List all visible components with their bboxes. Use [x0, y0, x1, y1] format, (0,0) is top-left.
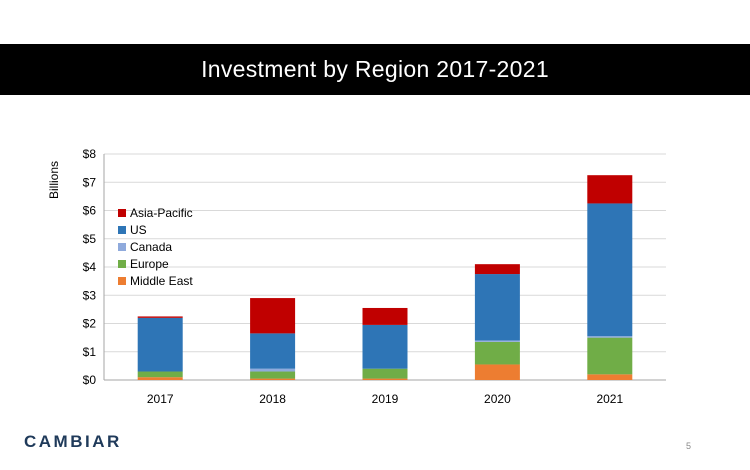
- y-tick-label: $1: [83, 345, 97, 359]
- bar-segment: [587, 337, 633, 375]
- bar-segment: [362, 368, 408, 379]
- x-tick-label: 2019: [372, 392, 399, 406]
- y-tick-label: $4: [83, 260, 97, 274]
- bar-segment: [474, 264, 520, 275]
- bar-segment: [587, 175, 633, 204]
- title-bar: Investment by Region 2017-2021: [0, 44, 750, 95]
- legend-label: Middle East: [130, 274, 193, 288]
- legend-swatch: [118, 243, 126, 251]
- y-tick-label: $2: [83, 317, 97, 331]
- bar-segment: [362, 307, 408, 325]
- y-tick-label: $0: [83, 373, 97, 387]
- company-logo: CAMBIAR: [24, 432, 122, 451]
- x-tick-label: 2018: [259, 392, 286, 406]
- bar-segment: [587, 374, 633, 380]
- y-tick-label: $6: [83, 204, 97, 218]
- y-tick-label: $7: [83, 175, 97, 189]
- bar-segment: [250, 368, 296, 372]
- bar-segment: [250, 371, 296, 379]
- bar-segment: [474, 340, 520, 342]
- legend-label: Canada: [130, 240, 172, 254]
- legend-swatch: [118, 260, 126, 268]
- bar-segment: [137, 377, 183, 380]
- legend-label: Asia-Pacific: [130, 206, 193, 220]
- y-tick-label: $8: [83, 147, 97, 161]
- x-tick-label: 2017: [147, 392, 174, 406]
- bar-segment: [362, 324, 408, 369]
- bar-segment: [137, 371, 183, 378]
- x-tick-label: 2020: [484, 392, 511, 406]
- bar-segment: [137, 316, 183, 318]
- bar-segment: [474, 364, 520, 380]
- bar-segment: [474, 341, 520, 365]
- bar-segment: [250, 298, 296, 334]
- slide-title: Investment by Region 2017-2021: [201, 56, 549, 82]
- bar-segment: [250, 333, 296, 369]
- bar-segment: [587, 203, 633, 337]
- x-tick-label: 2021: [596, 392, 623, 406]
- bar-segment: [362, 378, 408, 380]
- y-tick-label: $5: [83, 232, 97, 246]
- bar-segment: [474, 274, 520, 341]
- legend-label: Europe: [130, 257, 169, 271]
- bar-segment: [137, 317, 183, 372]
- bar-segment: [250, 378, 296, 380]
- y-axis-label: Billions: [47, 161, 61, 199]
- legend-label: US: [130, 223, 147, 237]
- legend-swatch: [118, 226, 126, 234]
- legend-swatch: [118, 277, 126, 285]
- bar-segment: [587, 336, 633, 338]
- page-number: 5: [686, 441, 692, 451]
- legend-swatch: [118, 209, 126, 217]
- y-tick-label: $3: [83, 288, 97, 302]
